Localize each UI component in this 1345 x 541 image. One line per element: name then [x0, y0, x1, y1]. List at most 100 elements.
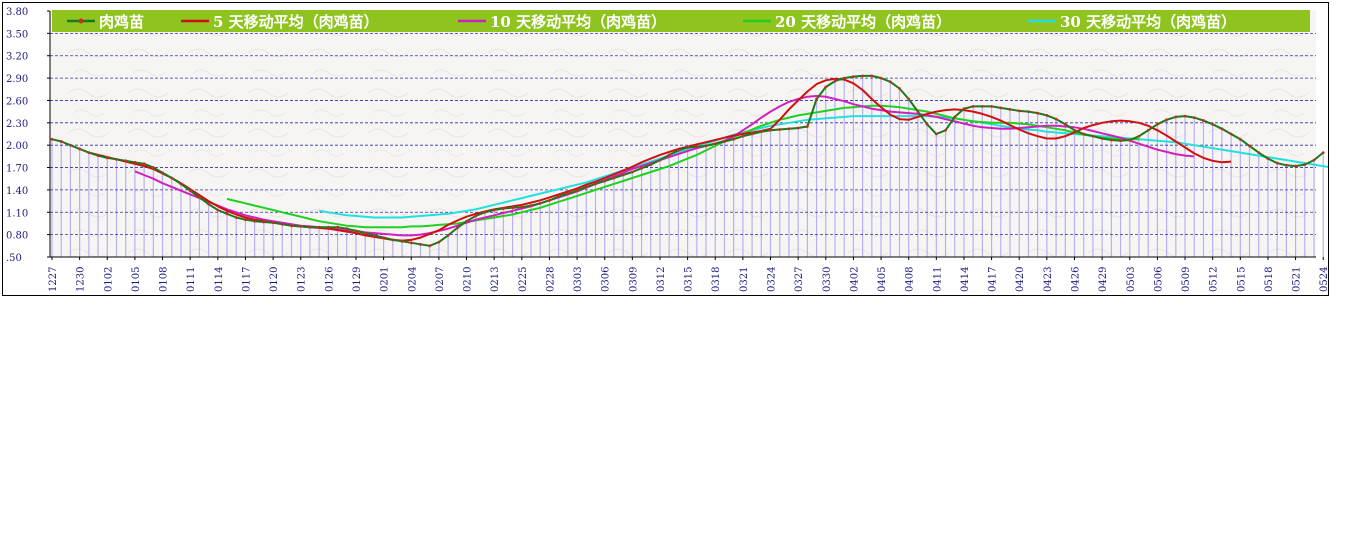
price-marker	[419, 242, 422, 246]
y-tick-label: 3.20	[6, 52, 28, 63]
price-marker	[732, 137, 736, 141]
price-marker	[980, 105, 984, 108]
x-tick-label: 0111	[186, 267, 197, 292]
price-marker	[1082, 132, 1086, 136]
price-marker	[244, 218, 247, 222]
price-marker	[695, 145, 699, 149]
price-marker	[280, 222, 284, 226]
price-marker	[953, 115, 957, 119]
x-tick-label: 0213	[490, 267, 501, 292]
price-marker	[400, 239, 404, 243]
price-marker	[898, 87, 901, 90]
price-marker	[575, 189, 579, 193]
price-marker	[1303, 163, 1307, 166]
legend-background	[52, 10, 1310, 32]
price-marker	[538, 201, 542, 205]
price-marker	[833, 79, 837, 83]
price-marker	[1202, 119, 1205, 122]
price-marker	[1063, 122, 1067, 126]
x-tick-label: 0429	[1098, 267, 1109, 292]
price-marker	[124, 159, 128, 163]
price-marker	[161, 171, 164, 175]
price-marker	[1073, 128, 1076, 132]
price-marker	[96, 154, 100, 158]
legend-label-ma30: 30 天移动平均（肉鸡苗）	[1060, 13, 1236, 31]
x-tick-label: 0303	[573, 267, 584, 292]
price-marker	[446, 233, 450, 237]
price-marker	[299, 225, 303, 228]
price-marker	[354, 229, 358, 233]
price-marker	[1183, 114, 1187, 118]
price-marker	[1036, 111, 1040, 115]
price-marker	[170, 176, 174, 180]
price-marker	[1119, 139, 1122, 143]
price-marker	[336, 225, 339, 229]
x-tick-label: 0312	[656, 267, 667, 292]
price-marker	[1128, 138, 1132, 142]
y-tick-label: 2.30	[6, 119, 28, 130]
price-marker	[253, 219, 257, 223]
price-marker	[391, 238, 395, 242]
price-marker	[557, 195, 561, 199]
price-marker	[483, 210, 487, 214]
gridlines	[50, 32, 1316, 236]
x-tick-label: 0102	[103, 267, 114, 292]
price-marker	[1284, 163, 1288, 167]
series-line-ma20	[226, 104, 1139, 229]
price-marker	[345, 227, 349, 231]
y-tick-label: 0.80	[6, 231, 28, 242]
price-marker	[1156, 122, 1159, 126]
x-tick-label: 0321	[739, 267, 750, 292]
price-marker	[787, 127, 791, 131]
price-marker	[115, 157, 118, 161]
x-tick-label: 0126	[324, 267, 335, 292]
price-marker	[382, 236, 386, 240]
legend: 肉鸡苗 5 天移动平均（肉鸡苗） 10 天移动平均（肉鸡苗） 20 天移动平均（肉鸡苗…	[52, 10, 1310, 32]
price-marker	[640, 166, 643, 170]
price-marker	[916, 110, 920, 114]
y-tick-label: 3.80	[6, 7, 28, 18]
x-tick-label: 0405	[877, 267, 888, 292]
price-marker	[999, 106, 1003, 110]
price-marker	[207, 202, 210, 206]
price-marker	[713, 142, 717, 146]
price-marker	[594, 182, 597, 186]
price-marker	[1220, 127, 1224, 131]
price-marker	[842, 76, 846, 80]
price-marker	[778, 128, 782, 131]
x-tick-label: 0503	[1126, 267, 1137, 292]
legend-label-ma10: 10 天移动平均（肉鸡苗）	[490, 13, 666, 31]
price-marker	[455, 226, 459, 230]
price-marker	[667, 153, 671, 157]
price-marker	[308, 225, 312, 229]
price-marker	[326, 225, 330, 229]
x-tick-label: 0402	[849, 267, 860, 292]
y-tick-label: 2.00	[6, 141, 28, 152]
price-marker	[769, 128, 772, 132]
price-marker	[142, 162, 146, 166]
price-marker	[566, 192, 570, 196]
x-tick-label: 1230	[76, 267, 87, 292]
series-lines	[50, 74, 1328, 248]
price-marker	[69, 143, 72, 147]
x-tick-label: 0420	[1015, 267, 1026, 292]
y-tick-label: 1.40	[6, 186, 28, 197]
line-chart: 3.80 3.50 3.20 2.90 2.60 2.30 2.00 1.70 1.40 1.10…	[6, 7, 1328, 292]
price-marker	[520, 205, 524, 209]
price-marker	[262, 220, 266, 224]
plot-area-background	[50, 11, 1316, 257]
price-marker	[815, 97, 818, 101]
price-marker	[1027, 110, 1030, 114]
price-marker	[944, 128, 947, 132]
x-tick-label: 0105	[131, 267, 142, 292]
x-tick-label: 0509	[1181, 267, 1192, 292]
price-marker	[990, 105, 993, 108]
x-tick-label: 0426	[1070, 267, 1081, 292]
price-marker	[105, 156, 109, 160]
price-marker	[271, 221, 275, 225]
price-marker	[1045, 113, 1049, 117]
x-tick-label: 0515	[1236, 267, 1247, 292]
price-marker	[1165, 118, 1169, 122]
x-tick-label: 0315	[684, 267, 695, 292]
x-tick-label: 0423	[1043, 267, 1054, 292]
